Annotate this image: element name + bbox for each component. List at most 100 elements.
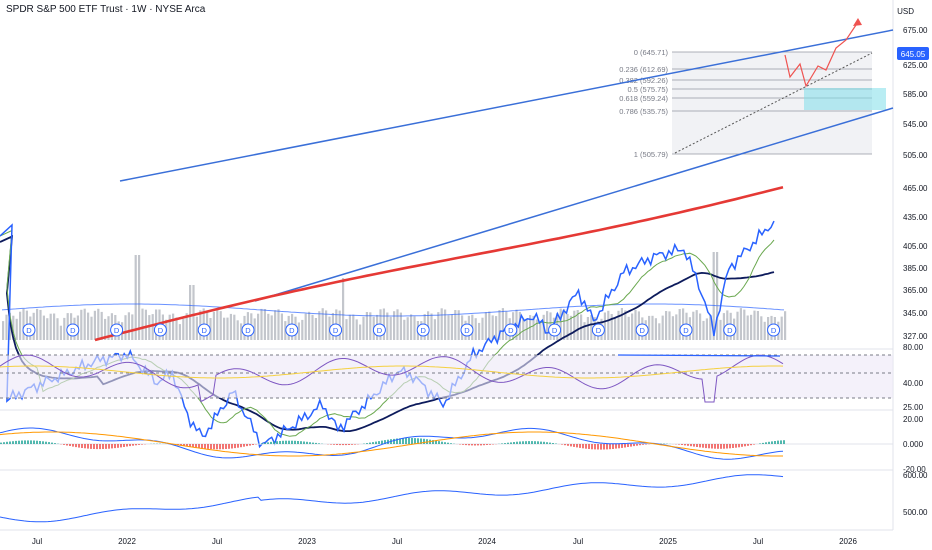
price-tick-label: 625.00	[903, 61, 928, 70]
macd-hist-bar	[636, 444, 638, 446]
volume-bar	[671, 316, 674, 340]
volume-bar	[539, 322, 542, 340]
volume-bar	[352, 314, 355, 340]
dividend-marker[interactable]	[372, 323, 386, 337]
macd-hist-bar	[570, 444, 572, 447]
volume-bar	[223, 317, 226, 340]
dividend-marker-label: D	[333, 326, 339, 335]
volume-bar	[131, 314, 134, 340]
macd-hist-bar	[234, 444, 236, 449]
volume-bar	[695, 310, 698, 340]
channel-upper-line[interactable]	[119, 29, 894, 182]
macd-hist-bar	[585, 444, 587, 449]
dividend-marker[interactable]	[591, 323, 605, 337]
volume-bar	[406, 317, 409, 340]
time-tick-label: Jul	[212, 537, 222, 546]
macd-hist-bar	[477, 444, 479, 446]
macd-hist-bar	[294, 440, 296, 444]
volume-bar	[763, 321, 766, 340]
dividend-marker[interactable]	[22, 323, 36, 337]
macd-hist-bar	[120, 444, 122, 448]
channel-lower-line[interactable]	[254, 107, 894, 302]
fib-level-label: 0.5 (575.75)	[628, 85, 669, 94]
last-price-tag	[897, 47, 929, 60]
macd-hist-bar	[69, 444, 71, 446]
rsi-ma-line	[0, 365, 784, 379]
dividend-marker[interactable]	[110, 323, 124, 337]
volume-bar	[692, 311, 695, 340]
macd-hist-bar	[75, 444, 77, 448]
dividend-marker[interactable]	[197, 323, 211, 337]
macd-hist-bar	[513, 442, 515, 444]
volume-bar	[36, 308, 39, 340]
volume-bar	[22, 308, 25, 340]
volume-bar	[535, 319, 538, 340]
dividend-marker-label: D	[289, 326, 295, 335]
macd-hist-bar	[606, 444, 608, 450]
volume-bar	[59, 325, 62, 340]
macd-hist-bar	[504, 443, 506, 444]
macd-hist-bar	[228, 444, 230, 449]
volume-bar	[151, 314, 154, 340]
price-tick-label: 405.00	[903, 242, 928, 251]
volume-bar	[546, 311, 549, 340]
macd-hist-bar	[708, 444, 710, 449]
dividend-marker[interactable]	[504, 323, 518, 337]
volume-ma-line	[1, 303, 785, 317]
volume-bar	[444, 309, 447, 340]
dividend-marker-label: D	[26, 326, 32, 335]
dividend-marker-label: D	[639, 326, 645, 335]
macd-hist-bar	[72, 444, 74, 447]
macd-hist-bar	[534, 441, 536, 444]
dividend-marker[interactable]	[635, 323, 649, 337]
dotted-trend-line	[674, 52, 873, 154]
macd-hist-bar	[249, 444, 251, 446]
price-tick-label: 365.00	[903, 286, 928, 295]
macd-hist-bar	[411, 438, 413, 444]
dividend-marker-label: D	[683, 326, 689, 335]
volume-bar	[2, 321, 5, 340]
volume-bar	[39, 309, 42, 340]
dividend-marker[interactable]	[679, 323, 693, 337]
macd-hist-bar	[432, 440, 434, 444]
macd-hist-bar	[243, 444, 245, 447]
dividend-marker[interactable]	[548, 323, 562, 337]
volume-bar	[19, 311, 22, 340]
volume-bar	[240, 323, 243, 340]
dividend-marker[interactable]	[767, 323, 781, 337]
volume-bar	[495, 316, 498, 340]
macd-hist-bar	[417, 438, 419, 444]
macd-hist-bar	[540, 441, 542, 444]
volume-bar	[267, 313, 270, 340]
macd-hist-bar	[303, 441, 305, 444]
macd-hist-bar	[627, 444, 629, 447]
dividend-marker[interactable]	[66, 323, 80, 337]
volume-bar	[270, 315, 273, 340]
volume-bar	[233, 314, 236, 340]
volume-bar	[42, 315, 45, 340]
macd-hist-bar	[615, 444, 617, 449]
dividend-marker[interactable]	[416, 323, 430, 337]
macd-hist-bar	[117, 444, 119, 448]
dividend-marker[interactable]	[153, 323, 167, 337]
dividend-marker[interactable]	[241, 323, 255, 337]
price-tick-label: 505.00	[903, 151, 928, 160]
dividend-marker[interactable]	[329, 323, 343, 337]
volume-bar	[355, 319, 358, 340]
volume-bar	[80, 309, 83, 340]
volume-bar	[304, 313, 307, 340]
dividend-marker[interactable]	[723, 323, 737, 337]
macd-hist-bar	[393, 438, 395, 444]
volume-bar	[277, 309, 280, 340]
macd-hist-bar	[600, 444, 602, 450]
macd-hist-bar	[594, 444, 596, 450]
macd-hist-bar	[138, 444, 140, 445]
macd-hist-bar	[699, 444, 701, 448]
dividend-marker[interactable]	[285, 323, 299, 337]
macd-hist-bar	[309, 442, 311, 444]
volume-bar	[236, 320, 239, 340]
macd-hist-bar	[21, 440, 23, 444]
dividend-marker[interactable]	[460, 323, 474, 337]
